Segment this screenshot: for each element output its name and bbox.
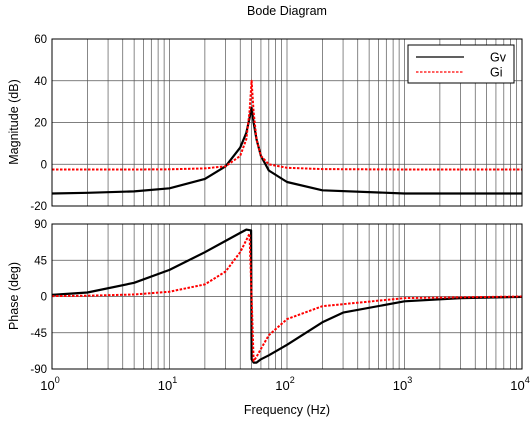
x-axis-label: Frequency (Hz) [244,403,330,417]
x-tick-label: 100 [40,375,59,393]
legend-label-gv: Gv [490,51,507,65]
phase-axes-frame [51,223,523,370]
magnitude-series-gi [52,79,522,171]
x-tick-label: 103 [393,375,412,393]
phase-ytick-label: -45 [30,328,47,340]
phase-series-gv [51,228,523,364]
phase-ytick-label: 90 [34,219,47,231]
magnitude-ytick-label: 40 [34,76,47,88]
magnitude-frame [51,38,523,207]
phase-series [51,228,523,364]
magnitude-axes-frame [51,38,523,207]
x-tick-label: 104 [510,375,529,393]
phase-ytick-label: 0 [41,292,47,304]
x-tick-label: 102 [275,375,294,393]
phase-grid [52,224,522,369]
phase-frame [51,223,523,370]
chart-title: Bode Diagram [247,4,327,18]
magnitude-series [51,79,522,195]
magnitude-ytick-label: 20 [34,118,47,130]
phase-ytick-label: 45 [34,255,47,267]
phase-axis-label: Phase (deg) [7,262,21,330]
magnitude-axis-label: Magnitude (dB) [7,79,21,164]
magnitude-ytick-label: 60 [34,34,47,46]
phase-series-gi [51,232,523,362]
magnitude-ytick-label: 0 [41,159,47,171]
magnitude-ytick-label: -20 [30,201,47,213]
phase-ytick-label: -90 [30,364,47,376]
legend-label-gi: Gi [490,66,503,80]
legend-box [407,44,515,84]
x-tick-label: 101 [158,375,177,393]
axis-text: -20 0 20 40 60 -90 -45 0 45 90 100 101 102 103 104 [30,34,529,393]
magnitude-series-gv [51,106,522,195]
